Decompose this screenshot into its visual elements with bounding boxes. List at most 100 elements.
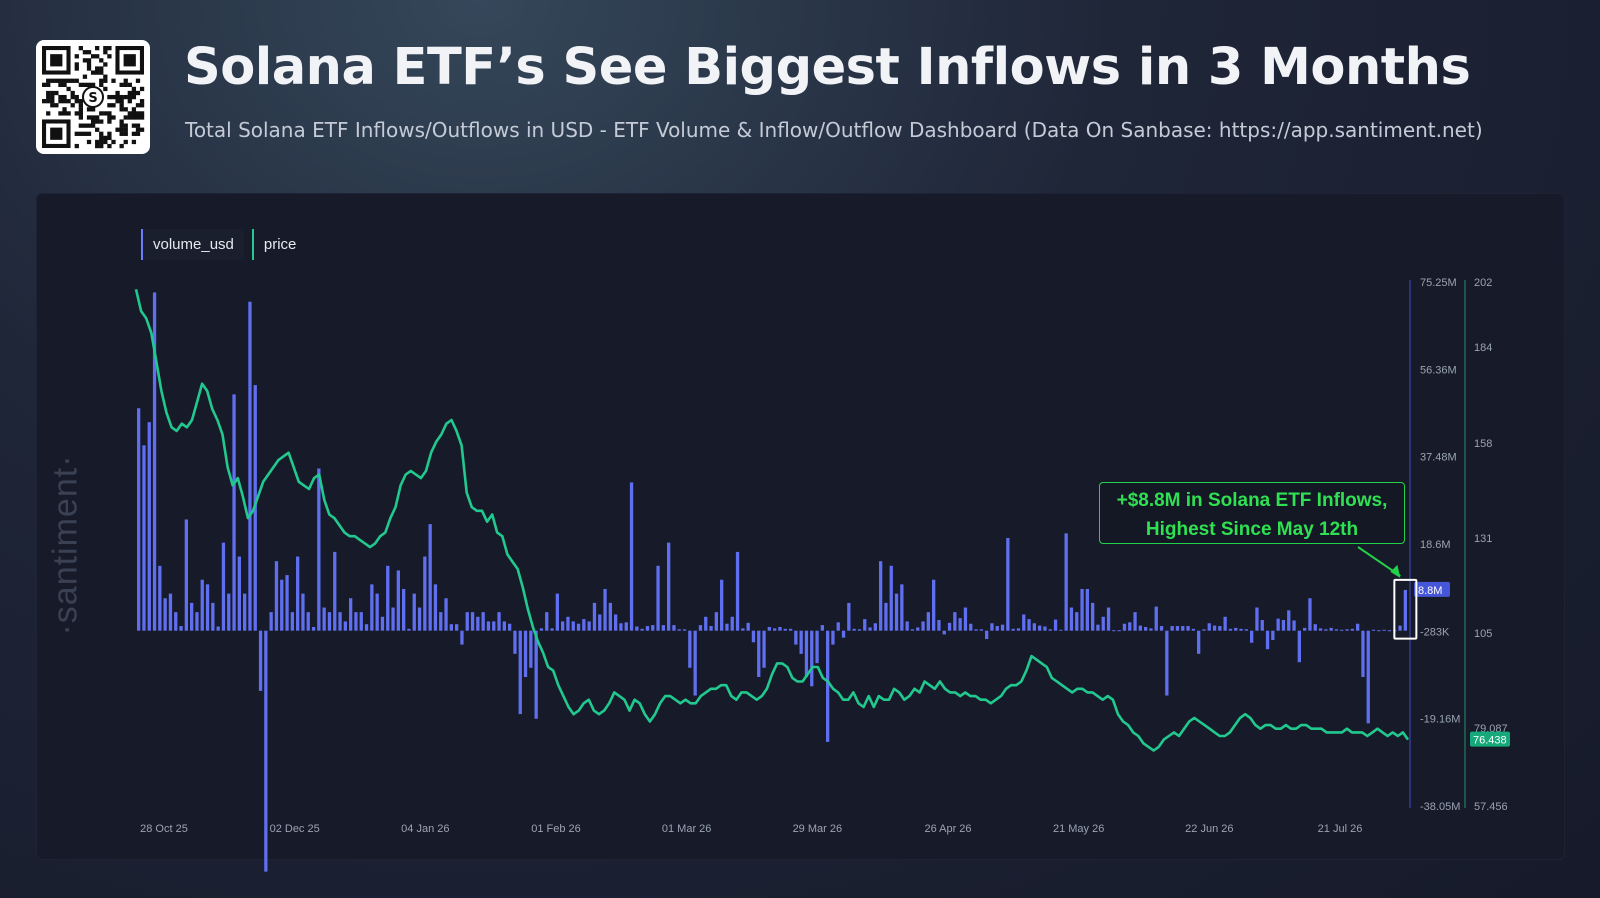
volume-bar bbox=[1382, 629, 1386, 631]
volume-bar bbox=[1398, 625, 1402, 631]
volume-current-label: 8.8M bbox=[1418, 585, 1442, 597]
volume-bar bbox=[1271, 630, 1275, 640]
volume-bar bbox=[1356, 623, 1360, 631]
qr-module bbox=[95, 139, 100, 145]
price-tick-label: 202 bbox=[1474, 277, 1492, 289]
qr-module bbox=[135, 78, 141, 83]
volume-bar bbox=[1122, 623, 1127, 631]
volume-bar bbox=[158, 565, 162, 631]
volume-bar bbox=[476, 616, 480, 631]
qr-module bbox=[82, 74, 88, 79]
volume-bar bbox=[243, 593, 247, 631]
qr-module bbox=[119, 99, 124, 104]
qr-module bbox=[82, 131, 88, 136]
qr-module bbox=[127, 94, 132, 100]
qr-module bbox=[86, 115, 92, 120]
qr-module bbox=[78, 107, 83, 112]
volume-bar bbox=[624, 622, 628, 631]
volume-bar bbox=[1064, 533, 1068, 631]
volume-bar bbox=[1149, 628, 1153, 631]
volume-bar bbox=[168, 593, 173, 631]
qr-module bbox=[135, 123, 141, 128]
volume-bar bbox=[1207, 623, 1211, 631]
annotation-arrow-head bbox=[1390, 564, 1401, 578]
qr-module bbox=[46, 99, 51, 104]
volume-bar bbox=[879, 561, 883, 631]
volume-bar bbox=[269, 612, 273, 631]
volume-bar bbox=[847, 602, 851, 631]
volume-bar bbox=[211, 602, 215, 631]
price-tick-label: 158 bbox=[1474, 438, 1492, 450]
qr-module bbox=[99, 111, 104, 116]
volume-bar bbox=[147, 422, 151, 631]
qr-module bbox=[99, 139, 104, 145]
volume-bar bbox=[815, 630, 819, 664]
qr-module bbox=[90, 54, 96, 59]
page-subtitle: Total Solana ETF Inflows/Outflows in USD… bbox=[185, 118, 1483, 142]
qr-module bbox=[119, 143, 124, 149]
volume-bar bbox=[1350, 628, 1354, 631]
volume-bar bbox=[449, 624, 453, 631]
volume-bar bbox=[539, 628, 544, 631]
qr-module bbox=[139, 111, 145, 116]
volume-bar bbox=[428, 524, 432, 631]
qr-module bbox=[95, 119, 100, 124]
qr-module bbox=[131, 90, 137, 96]
qr-module bbox=[139, 99, 145, 104]
qr-module bbox=[82, 123, 88, 128]
volume-bar bbox=[1186, 626, 1190, 631]
qr-module bbox=[74, 66, 79, 71]
qr-module bbox=[66, 86, 71, 92]
qr-module bbox=[131, 115, 137, 120]
volume-bar bbox=[757, 630, 761, 678]
volume-bar bbox=[762, 630, 766, 668]
volume-bar bbox=[195, 612, 199, 631]
x-tick-label: 01 Feb 26 bbox=[531, 823, 581, 835]
volume-bar bbox=[894, 593, 899, 631]
qr-module bbox=[86, 107, 92, 112]
volume-bar bbox=[788, 628, 793, 631]
volume-bar bbox=[958, 618, 962, 631]
qr-module bbox=[74, 111, 79, 116]
volume-bar bbox=[1096, 624, 1100, 631]
qr-code-pattern: S bbox=[42, 46, 145, 149]
volume-bar bbox=[1091, 602, 1095, 631]
qr-module bbox=[62, 82, 67, 87]
volume-bar bbox=[656, 565, 660, 631]
qr-module bbox=[50, 103, 55, 108]
price-current-badge bbox=[1470, 731, 1510, 747]
qr-module bbox=[58, 99, 63, 104]
price-current-label: 76.438 bbox=[1473, 735, 1507, 747]
qr-module bbox=[50, 78, 55, 83]
volume-bar bbox=[751, 630, 756, 643]
volume-bar bbox=[820, 625, 824, 631]
volume-bar bbox=[439, 612, 443, 631]
volume-bar bbox=[1250, 630, 1254, 643]
qr-module bbox=[119, 82, 124, 87]
legend-volume-usd[interactable]: volume_usd bbox=[141, 229, 244, 260]
volume-tick-label: -19.16M bbox=[1420, 714, 1460, 726]
volume-bar bbox=[1053, 619, 1058, 631]
volume-bar bbox=[1318, 628, 1323, 631]
volume-bar bbox=[1128, 622, 1132, 631]
volume-bar bbox=[296, 556, 300, 631]
highlight-box bbox=[1393, 578, 1418, 640]
volume-bar bbox=[1329, 627, 1333, 631]
volume-bar bbox=[359, 612, 363, 631]
qr-module bbox=[86, 66, 92, 71]
qr-module bbox=[107, 103, 112, 108]
qr-logo bbox=[82, 86, 104, 108]
qr-module bbox=[95, 127, 100, 132]
volume-bar bbox=[364, 624, 369, 631]
volume-bar bbox=[651, 625, 655, 631]
volume-bar bbox=[470, 612, 475, 631]
qr-module bbox=[78, 111, 83, 116]
qr-module bbox=[50, 99, 55, 104]
volume-bar bbox=[1377, 630, 1381, 632]
volume-bar bbox=[1117, 630, 1121, 632]
volume-bar bbox=[1027, 619, 1031, 631]
legend-price[interactable]: price bbox=[251, 229, 307, 260]
volume-bar bbox=[561, 621, 565, 631]
volume-bar bbox=[545, 612, 549, 631]
qr-module bbox=[115, 90, 120, 96]
